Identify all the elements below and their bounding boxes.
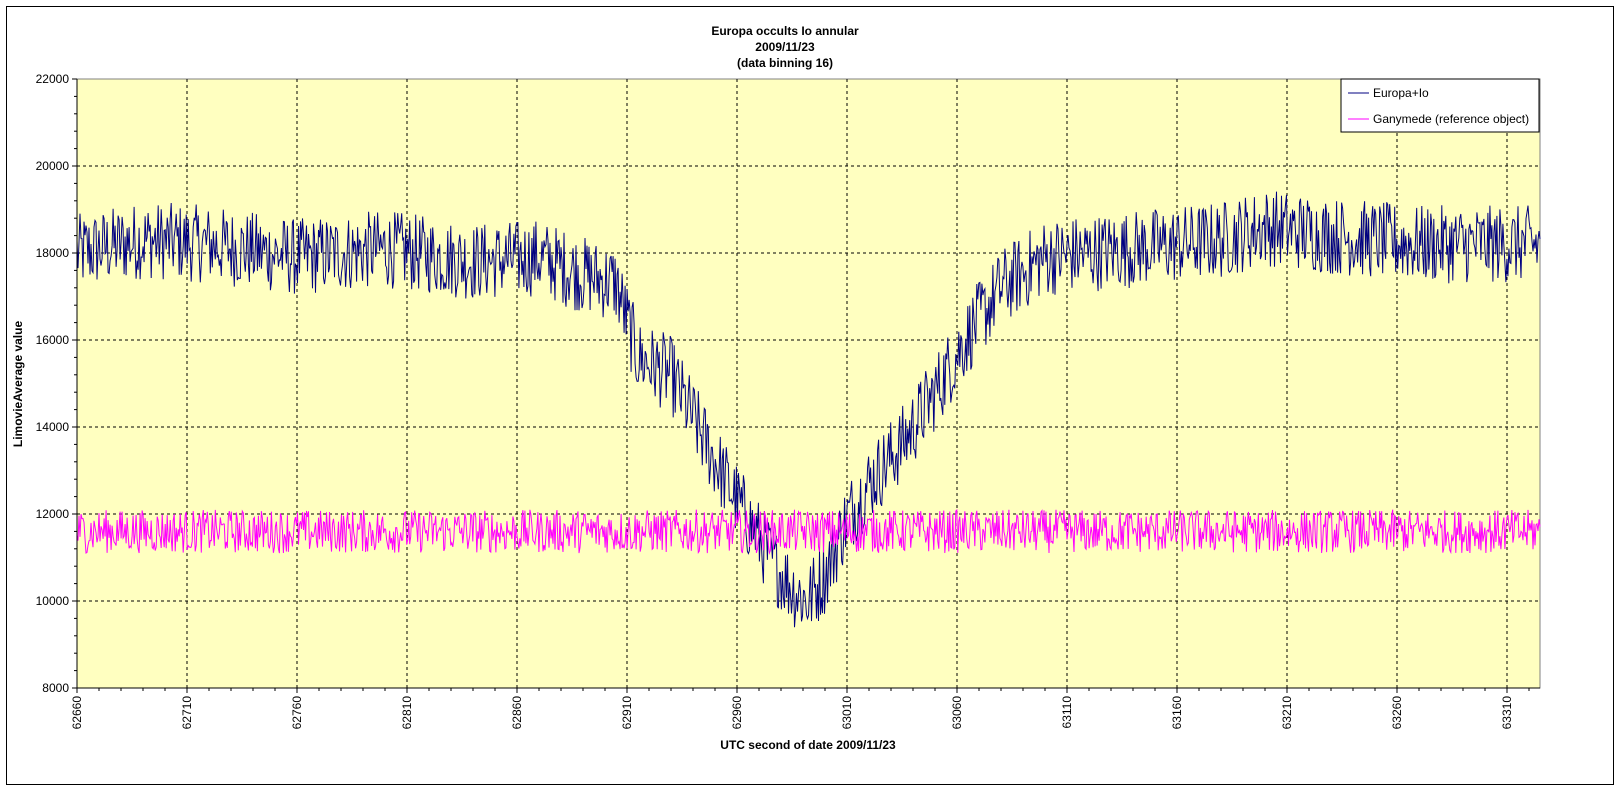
- x-tick-label: 62710: [180, 696, 194, 730]
- y-axis-title: LimovieAverage value: [11, 321, 25, 448]
- x-tick-label: 63210: [1280, 696, 1294, 730]
- y-tick-label: 10000: [36, 594, 70, 608]
- y-tick-label: 14000: [36, 420, 70, 434]
- chart-title-line-1: Europa occults Io annular: [711, 24, 859, 38]
- y-tick-label: 20000: [36, 159, 70, 173]
- chart-title-line-3: (data binning 16): [737, 56, 833, 70]
- x-tick-label: 62960: [730, 696, 744, 730]
- x-axis-title: UTC second of date 2009/11/23: [720, 738, 896, 752]
- plot-area: [76, 78, 1541, 689]
- x-tick-label: 63260: [1390, 696, 1404, 730]
- series-line-0: [76, 191, 1541, 628]
- tick-labels: 8000 10000 12000 14000 16000 18000 20000 22000 6…: [36, 72, 1514, 729]
- series-line-1: [76, 508, 1541, 555]
- legend-label-europa-io: Europa+Io: [1373, 86, 1429, 100]
- x-tick-label: 63310: [1500, 696, 1514, 730]
- x-tick-label: 63110: [1060, 696, 1074, 729]
- axes: [72, 78, 1540, 693]
- x-tick-label: 62760: [290, 696, 304, 730]
- chart-svg: Europa occults Io annular 2009/11/23 (da…: [11, 24, 1541, 752]
- legend: Europa+Io Ganymede (reference object): [1340, 78, 1540, 133]
- x-tick-label: 63060: [950, 696, 964, 730]
- legend-box: [1340, 78, 1540, 133]
- x-tick-label: 62810: [400, 696, 414, 730]
- x-tick-label: 62910: [620, 696, 634, 730]
- x-tick-label: 62660: [70, 696, 84, 730]
- y-tick-label: 18000: [36, 246, 70, 260]
- x-tick-label: 63160: [1170, 696, 1184, 730]
- chart-title-line-2: 2009/11/23: [755, 40, 815, 54]
- chart-frame: Europa occults Io annular 2009/11/23 (da…: [6, 6, 1614, 785]
- x-tick-label: 63010: [840, 696, 854, 730]
- y-tick-label: 22000: [36, 72, 70, 86]
- y-tick-label: 8000: [42, 681, 69, 695]
- y-tick-label: 16000: [36, 333, 70, 347]
- series-layer: [76, 191, 1541, 628]
- legend-label-ganymede: Ganymede (reference object): [1373, 112, 1529, 126]
- y-tick-label: 12000: [36, 507, 70, 521]
- x-tick-label: 62860: [510, 696, 524, 730]
